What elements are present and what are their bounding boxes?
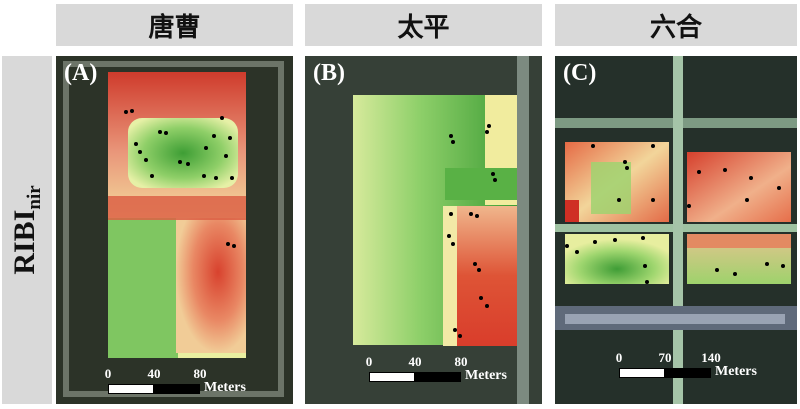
panel-b-sample-points xyxy=(447,124,497,338)
scale-tick: 80 xyxy=(193,366,207,381)
panel-c-scalebar: 0 70 140 Meters xyxy=(615,350,797,384)
panel-c-label: (C) xyxy=(563,60,597,86)
scale-unit: Meters xyxy=(204,380,246,395)
scale-tick: 140 xyxy=(701,350,721,365)
panel-a-label: (A) xyxy=(64,60,98,86)
panel-b-label: (B) xyxy=(313,60,345,86)
scale-bar-white xyxy=(108,384,154,394)
scale-bar-black xyxy=(665,368,711,378)
scale-tick: 0 xyxy=(104,366,112,381)
column-header-tangcao: 唐曹 xyxy=(56,4,293,46)
scale-bar-white xyxy=(619,368,665,378)
panel-a-scalebar: 0 40 80 Meters xyxy=(104,366,293,400)
column-header-liuhe: 六合 xyxy=(555,4,797,46)
scale-tick: 40 xyxy=(147,366,161,381)
panel-c-sample-points xyxy=(565,144,785,284)
row-header: RIBInir xyxy=(2,56,52,404)
scale-bar-white xyxy=(369,372,415,382)
panel-b-scalebar: 0 40 80 Meters xyxy=(365,354,542,388)
panel-a-map xyxy=(56,56,293,404)
panel-c: (C) 0 70 140 Meters xyxy=(555,56,797,404)
scale-tick: 80 xyxy=(454,354,468,369)
scale-tick: 0 xyxy=(615,350,623,365)
panel-b-map xyxy=(305,56,542,404)
panel-a-sample-points xyxy=(124,109,236,248)
scale-unit: Meters xyxy=(715,364,757,379)
scale-bar-black xyxy=(415,372,461,382)
panel-c-map xyxy=(555,56,797,404)
scale-unit: Meters xyxy=(465,368,507,383)
scale-tick: 40 xyxy=(408,354,422,369)
panel-b: (B) 0 40 80 Meters xyxy=(305,56,542,404)
scale-tick: 0 xyxy=(365,354,373,369)
scale-bar-black xyxy=(154,384,200,394)
column-header-taiping: 太平 xyxy=(305,4,542,46)
row-label: RIBInir xyxy=(8,185,45,275)
scale-tick: 70 xyxy=(658,350,672,365)
panel-a: (A) 0 40 80 Meters xyxy=(56,56,293,404)
